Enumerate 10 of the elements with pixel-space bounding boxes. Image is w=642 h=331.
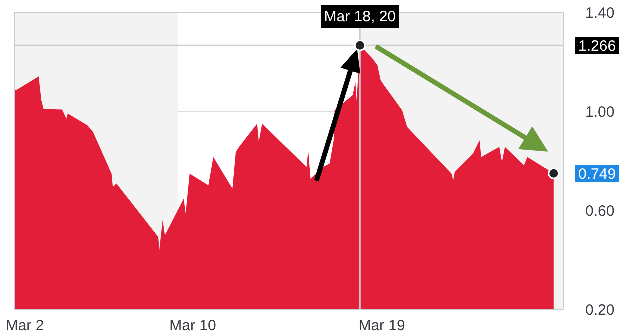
ref-line-label: 1.266 <box>578 38 616 56</box>
annotation: 0.749 <box>578 166 616 184</box>
x-tick-label: Mar 2 <box>6 318 44 331</box>
x-tick-label: Mar 19 <box>358 318 406 331</box>
y-tick-label: 0.20 <box>586 302 615 319</box>
ref-line-label: Mar 18, 20 <box>324 8 396 26</box>
x-tick-label: Mar 10 <box>170 318 216 331</box>
y-tick-label: 1.40 <box>586 5 615 22</box>
y-tick-label: 0.60 <box>586 203 615 220</box>
y-tick-label: 1.00 <box>586 104 615 121</box>
